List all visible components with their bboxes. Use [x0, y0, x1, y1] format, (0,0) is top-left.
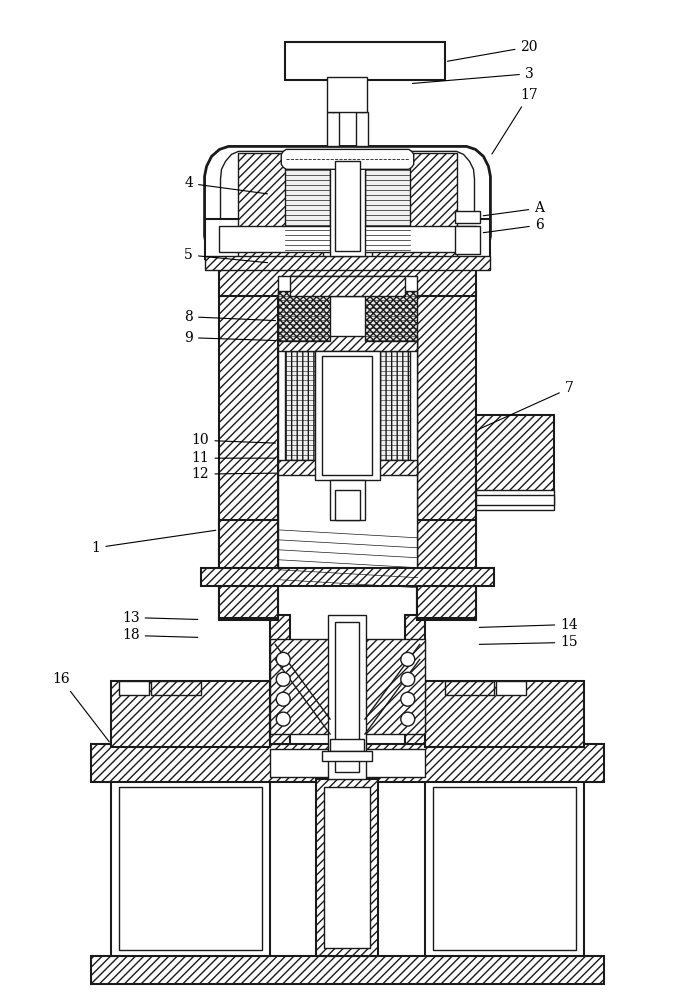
- Polygon shape: [270, 615, 291, 744]
- Polygon shape: [356, 112, 368, 146]
- Text: 14: 14: [480, 618, 578, 632]
- Polygon shape: [218, 266, 477, 296]
- Text: 6: 6: [483, 218, 543, 233]
- Polygon shape: [477, 490, 554, 510]
- Polygon shape: [404, 615, 425, 744]
- Polygon shape: [119, 681, 149, 695]
- Text: 3: 3: [413, 67, 534, 83]
- Circle shape: [401, 652, 415, 666]
- Polygon shape: [477, 495, 554, 505]
- Polygon shape: [455, 226, 480, 254]
- Text: 12: 12: [192, 467, 275, 481]
- Polygon shape: [445, 681, 494, 695]
- Polygon shape: [372, 153, 457, 259]
- Polygon shape: [285, 161, 330, 251]
- Polygon shape: [324, 787, 370, 948]
- Polygon shape: [365, 291, 417, 341]
- Polygon shape: [291, 276, 404, 296]
- Polygon shape: [281, 149, 414, 169]
- Polygon shape: [91, 956, 604, 984]
- Polygon shape: [285, 42, 445, 80]
- Polygon shape: [278, 341, 417, 580]
- Polygon shape: [151, 681, 201, 695]
- Polygon shape: [330, 739, 364, 751]
- Polygon shape: [417, 291, 477, 620]
- Polygon shape: [278, 291, 330, 341]
- Text: A: A: [483, 201, 544, 216]
- Polygon shape: [220, 151, 475, 261]
- Polygon shape: [477, 415, 554, 495]
- Polygon shape: [204, 256, 491, 270]
- Polygon shape: [278, 460, 417, 475]
- Text: 8: 8: [184, 310, 275, 324]
- Polygon shape: [316, 779, 378, 956]
- Text: 15: 15: [480, 635, 578, 649]
- Polygon shape: [425, 681, 584, 747]
- Text: 20: 20: [448, 40, 538, 61]
- Text: 13: 13: [122, 611, 198, 625]
- Polygon shape: [365, 161, 410, 251]
- Circle shape: [401, 692, 415, 706]
- Polygon shape: [360, 639, 425, 734]
- Circle shape: [277, 712, 291, 726]
- Polygon shape: [322, 751, 372, 761]
- Text: 10: 10: [192, 433, 275, 447]
- Circle shape: [401, 672, 415, 686]
- Polygon shape: [278, 341, 417, 580]
- Text: 18: 18: [122, 628, 198, 642]
- Polygon shape: [270, 749, 425, 777]
- Polygon shape: [218, 520, 278, 618]
- Circle shape: [277, 692, 291, 706]
- Polygon shape: [285, 351, 340, 460]
- Polygon shape: [335, 490, 360, 520]
- Polygon shape: [91, 744, 604, 782]
- Polygon shape: [111, 779, 270, 956]
- Polygon shape: [204, 219, 491, 259]
- Polygon shape: [111, 681, 270, 747]
- Text: 11: 11: [192, 451, 275, 465]
- Text: 5: 5: [184, 248, 268, 263]
- Polygon shape: [327, 112, 339, 146]
- Polygon shape: [417, 520, 477, 618]
- Polygon shape: [204, 146, 491, 266]
- Text: 1: 1: [92, 530, 215, 555]
- Polygon shape: [322, 356, 372, 475]
- Polygon shape: [496, 681, 526, 695]
- Polygon shape: [201, 568, 494, 586]
- Polygon shape: [218, 291, 278, 620]
- Polygon shape: [278, 276, 417, 296]
- Polygon shape: [433, 787, 576, 950]
- Polygon shape: [238, 153, 323, 259]
- Polygon shape: [218, 226, 477, 252]
- Polygon shape: [355, 351, 410, 460]
- Polygon shape: [330, 480, 365, 520]
- Polygon shape: [330, 156, 365, 256]
- Circle shape: [277, 672, 291, 686]
- Text: 16: 16: [52, 672, 109, 742]
- Text: 9: 9: [184, 331, 275, 345]
- Polygon shape: [328, 615, 366, 779]
- Text: 7: 7: [479, 381, 573, 429]
- Polygon shape: [327, 77, 367, 112]
- Polygon shape: [335, 161, 360, 251]
- Text: 4: 4: [184, 176, 268, 194]
- Polygon shape: [119, 787, 262, 950]
- Polygon shape: [335, 622, 359, 772]
- Polygon shape: [315, 351, 380, 480]
- Circle shape: [401, 712, 415, 726]
- Text: 17: 17: [492, 88, 538, 154]
- Circle shape: [277, 652, 291, 666]
- Polygon shape: [455, 211, 480, 223]
- Polygon shape: [425, 779, 584, 956]
- Polygon shape: [270, 639, 335, 734]
- Polygon shape: [278, 336, 417, 351]
